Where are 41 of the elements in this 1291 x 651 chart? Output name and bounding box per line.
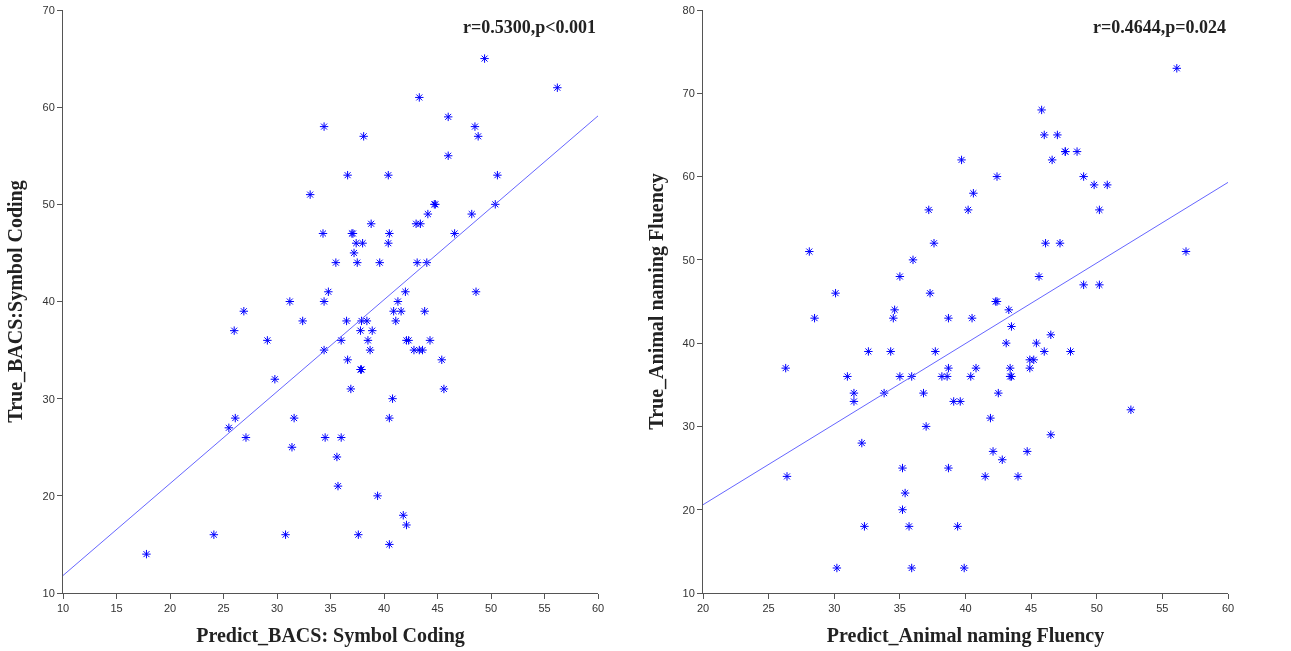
x-axis-title: Predict_Animal naming Fluency [826, 623, 1105, 647]
y-tick-label: 10 [42, 586, 55, 599]
x-tick-label: 60 [1221, 602, 1235, 615]
y-tick-label: 30 [42, 392, 55, 405]
x-tick-label: 20 [163, 602, 177, 615]
y-axis-title: True_BACS:Symbol Coding [4, 180, 28, 423]
y-tick-label: 40 [42, 295, 55, 308]
x-tick-label: 45 [431, 602, 444, 615]
x-tick-label: 55 [538, 602, 551, 615]
x-tick-label: 50 [484, 602, 498, 615]
x-tick-label: 35 [324, 602, 337, 615]
x-tick-label: 55 [1156, 602, 1169, 615]
y-tick-label: 50 [42, 198, 55, 211]
y-tick-label: 80 [682, 3, 695, 16]
x-tick-label: 10 [56, 602, 70, 615]
y-tick-label: 10 [682, 586, 695, 599]
x-tick-label: 35 [893, 602, 907, 615]
x-tick-label: 45 [1025, 602, 1038, 615]
x-tick-label: 25 [217, 602, 230, 615]
y-tick-label: 70 [682, 87, 695, 100]
x-tick-label: 60 [591, 602, 605, 615]
x-tick-label: 30 [828, 602, 841, 615]
annotation: r=0.4644,p=0.024 [1093, 17, 1227, 37]
x-tick-label: 30 [270, 602, 284, 615]
x-tick-label: 40 [377, 602, 391, 615]
x-tick-label: 25 [762, 602, 775, 615]
x-tick-label: 40 [959, 602, 972, 615]
y-tick-label: 20 [682, 503, 695, 516]
y-tick-label: 70 [42, 3, 55, 16]
y-axis-title: True_Animal naming Fluency [645, 173, 668, 430]
x-tick-label: 15 [110, 602, 123, 615]
annotation: r=0.5300,p<0.001 [463, 17, 597, 37]
x-tick-label: 50 [1090, 602, 1103, 615]
x-tick-label: 20 [696, 602, 710, 615]
y-tick-label: 20 [42, 489, 55, 502]
x-axis-title: Predict_BACS: Symbol Coding [196, 623, 465, 647]
y-tick-label: 40 [682, 336, 695, 349]
y-tick-label: 60 [682, 170, 695, 183]
y-tick-label: 30 [682, 420, 695, 433]
y-tick-label: 60 [42, 101, 55, 114]
y-tick-label: 50 [682, 253, 695, 266]
